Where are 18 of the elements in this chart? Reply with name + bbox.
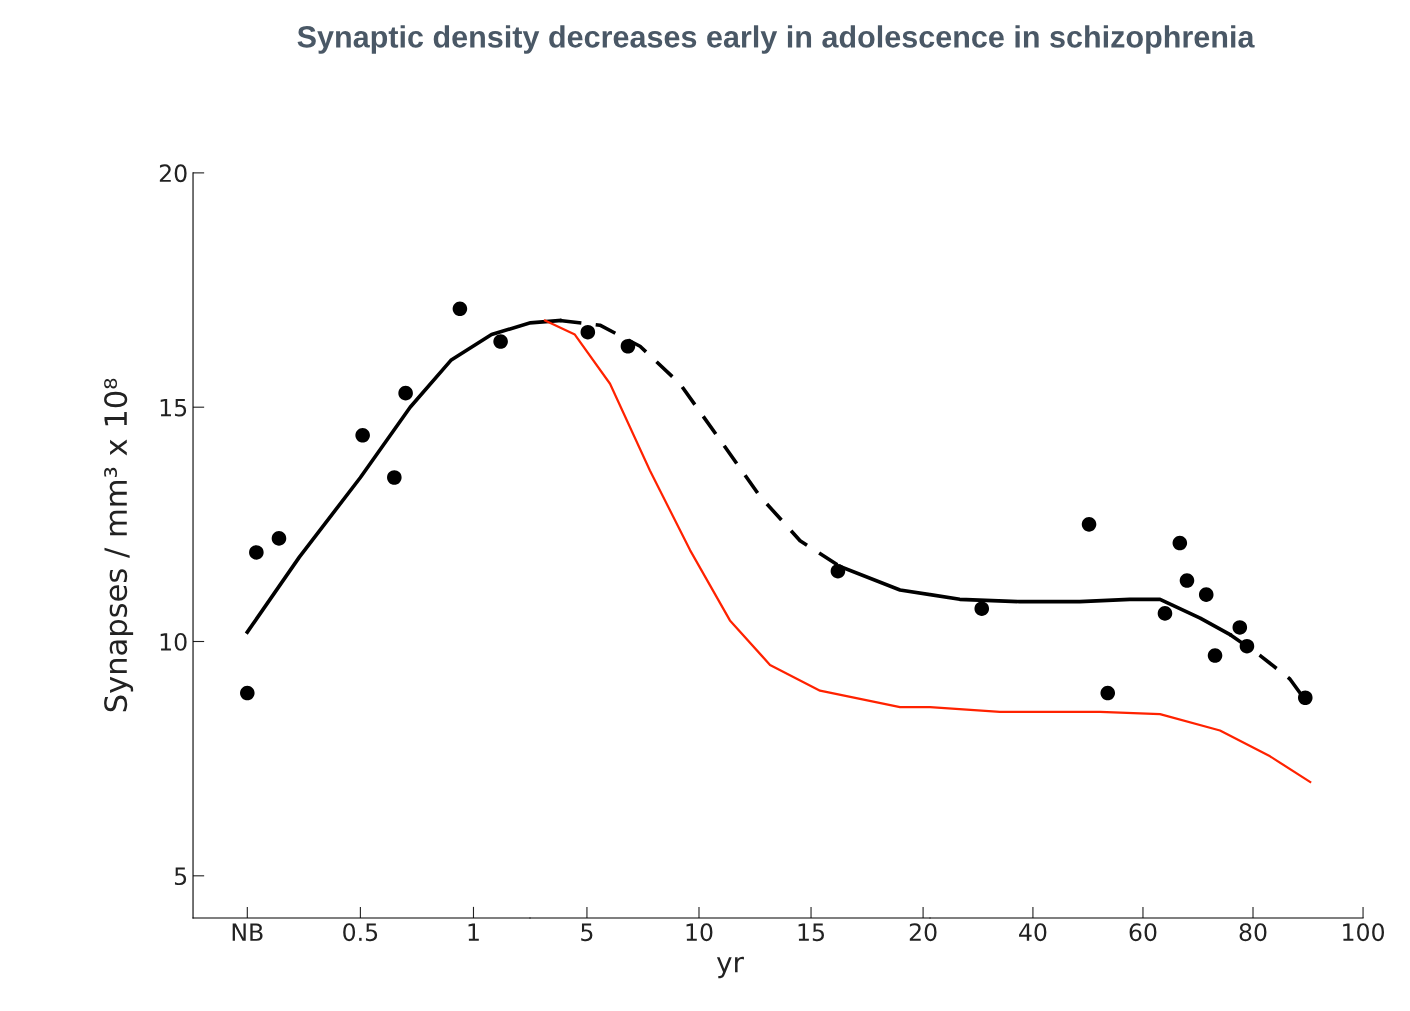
y-tick-label: 15 xyxy=(160,398,187,417)
y-tick-label: 20 xyxy=(159,164,187,183)
x-tick-label: NB xyxy=(232,923,263,941)
x-tick-label: 1 xyxy=(468,923,479,941)
y-tick-label: 10 xyxy=(160,632,187,651)
x-tick-label: 0.5 xyxy=(343,923,378,942)
x-tick-label: 60 xyxy=(1129,923,1157,942)
x-axis-title: yr xyxy=(716,956,744,979)
x-tick-label: 100 xyxy=(1343,923,1385,942)
y-axis-title: Synapses / mm³ x 10⁸ xyxy=(104,378,134,712)
x-tick-label: 80 xyxy=(1239,923,1267,942)
x-tick-label: 10 xyxy=(686,923,713,942)
x-tick-label: 20 xyxy=(909,923,937,942)
y-tick-label: 5 xyxy=(174,867,187,886)
x-tick-label: 15 xyxy=(798,923,824,942)
x-tick-label: 5 xyxy=(581,923,593,942)
x-tick-label: 40 xyxy=(1019,923,1047,942)
text: Synaptic density decreases early in adolescence in schizophrenia xyxy=(297,25,1255,54)
